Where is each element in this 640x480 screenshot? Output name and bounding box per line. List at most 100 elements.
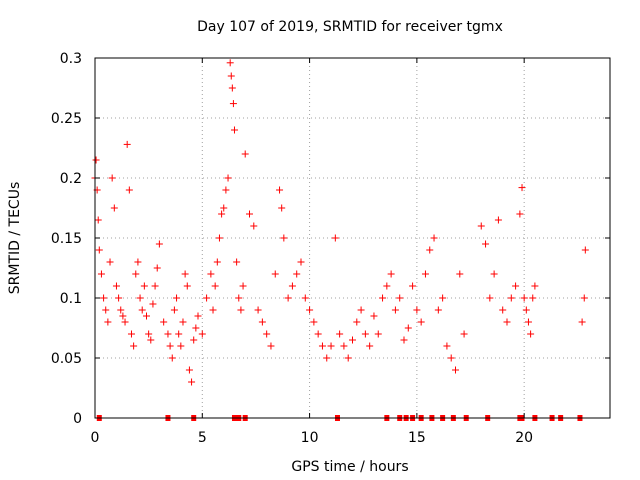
x-tick-label: 10 [301,430,319,446]
data-point [293,270,301,278]
data-point [486,294,494,302]
data-point [181,270,189,278]
data-point [280,234,288,242]
data-point [421,270,429,278]
data-point [203,294,211,302]
data-point [349,336,356,344]
data-point [198,330,206,338]
data-point [140,282,148,290]
data-point [353,318,361,326]
data-point [121,318,129,326]
data-point [151,282,159,290]
data-point [138,306,146,314]
data-point [130,342,138,350]
data-point [190,336,198,344]
data-point [366,342,374,350]
data-point [104,318,112,326]
data-point [147,336,155,344]
data-point [456,270,464,278]
data-point [237,306,245,314]
data-point [379,294,387,302]
data-point [192,324,200,332]
data-point [183,282,191,290]
data-point [239,282,247,290]
data-point [331,234,339,242]
y-tick-label: 0.1 [60,291,82,307]
y-tick-label: 0.05 [51,351,82,367]
data-point [164,330,172,338]
data-point [125,186,133,194]
data-point [227,72,235,80]
data-point [108,174,116,182]
data-point [278,204,286,212]
data-point [447,354,455,362]
data-point [477,222,485,230]
data-point [374,330,382,338]
data-point [490,270,498,278]
data-point [145,330,153,338]
data-point [155,240,163,248]
data-point [92,156,100,164]
data-point [213,258,221,266]
data-point [241,150,249,158]
chart-title: Day 107 of 2019, SRMTID for receiver tgm… [197,19,503,35]
data-point [482,240,490,248]
data-point [123,140,131,148]
data-point [276,186,284,194]
data-point [409,282,417,290]
data-point [194,312,202,320]
x-axis-label: GPS time / hours [291,459,408,475]
data-point [119,312,127,320]
data-point [434,306,442,314]
data-point [306,306,314,314]
data-point [250,222,258,230]
data-point [177,342,185,350]
data-point [100,294,108,302]
data-point [136,294,144,302]
y-tick-label: 0 [73,411,82,427]
data-point [267,342,275,350]
y-tick-label: 0.15 [51,231,82,247]
y-tick-label: 0.3 [60,51,82,67]
data-point [387,270,395,278]
data-point [106,258,114,266]
data-point [340,342,348,350]
data-point [175,330,183,338]
data-point [110,204,118,212]
data-point [426,246,434,254]
x-tick-label: 15 [408,430,426,446]
data-point [396,294,404,302]
data-point [383,282,391,290]
data-point [160,318,168,326]
data-point [218,210,226,218]
x-tick-label: 0 [91,430,100,446]
data-point [170,306,178,314]
data-point [207,270,215,278]
data-point [404,324,412,332]
data-point [443,342,451,350]
data-point [115,294,123,302]
data-point [413,306,421,314]
data-point [224,174,232,182]
data-point [522,306,530,314]
data-point [301,294,309,302]
data-point [117,306,125,314]
data-point [518,184,526,192]
data-point [127,330,135,338]
data-point [168,354,176,362]
data-point [336,330,344,338]
data-point [323,354,331,362]
data-point [529,294,537,302]
data-point [439,294,447,302]
data-point [284,294,292,302]
data-point [271,270,279,278]
data-point [220,204,228,212]
data-point [531,282,539,290]
data-point [391,306,399,314]
data-point [134,258,142,266]
data-point [263,330,271,338]
data-point [179,318,187,326]
data-point [327,342,335,350]
data-point [344,354,352,362]
data-point [222,186,230,194]
